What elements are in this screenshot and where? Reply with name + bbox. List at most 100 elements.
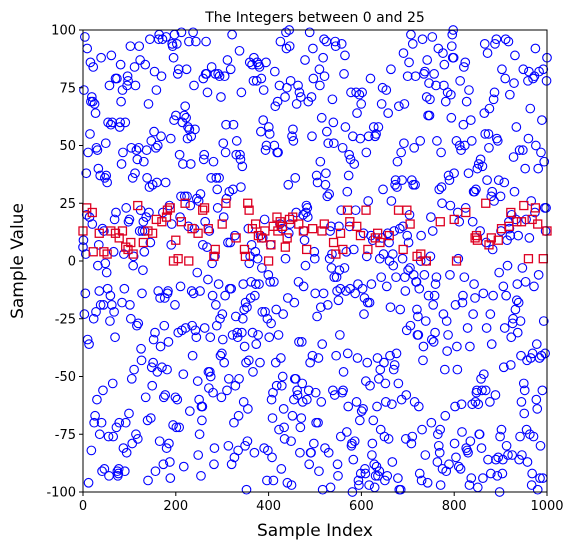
sample-point — [427, 226, 438, 236]
sample-point — [436, 147, 446, 158]
sample-point — [124, 214, 135, 225]
sample-point — [247, 327, 258, 338]
integer-marker — [217, 219, 227, 229]
integer-marker — [470, 233, 480, 243]
sample-point — [352, 108, 362, 119]
sample-point — [151, 142, 161, 153]
sample-point — [132, 154, 143, 165]
y-tick-label: 50 — [59, 139, 76, 154]
sample-point — [218, 212, 229, 222]
sample-point — [329, 390, 340, 400]
sample-point — [491, 454, 501, 465]
sample-point — [391, 272, 401, 283]
sample-point — [529, 281, 539, 292]
sample-point — [241, 357, 251, 368]
sample-point — [170, 300, 180, 310]
sample-point — [140, 59, 151, 70]
sample-point — [515, 431, 525, 442]
sample-point — [120, 417, 131, 428]
sample-point — [534, 353, 545, 363]
sample-point — [421, 92, 432, 102]
sample-point — [280, 92, 290, 102]
sample-point — [223, 440, 234, 451]
sample-point — [273, 330, 284, 340]
integer-marker — [176, 217, 187, 227]
sample-point — [439, 59, 450, 70]
x-tick-label: 400 — [256, 499, 281, 514]
sample-point — [277, 371, 288, 382]
sample-point — [233, 410, 244, 421]
sample-point — [413, 311, 423, 322]
sample-point — [399, 138, 409, 149]
sample-point — [498, 362, 509, 373]
sample-point — [354, 415, 365, 426]
sample-point — [236, 87, 247, 98]
integer-marker — [449, 214, 459, 225]
sample-point — [154, 436, 165, 447]
sample-point — [332, 459, 343, 470]
sample-point — [269, 66, 280, 77]
sample-point — [349, 159, 360, 169]
sample-point — [89, 417, 99, 428]
sample-point — [354, 480, 364, 490]
sample-point — [217, 348, 227, 359]
integer-marker — [335, 228, 346, 238]
sample-point — [541, 203, 551, 213]
sample-point — [508, 313, 518, 324]
sample-point — [448, 52, 459, 63]
sample-point — [386, 196, 397, 206]
sample-point — [451, 452, 461, 463]
sample-point — [235, 154, 246, 165]
integer-marker — [231, 233, 241, 243]
sample-point — [287, 131, 297, 142]
sample-point — [538, 316, 549, 326]
sample-point — [480, 129, 491, 139]
sample-point — [489, 87, 500, 98]
sample-point — [188, 288, 199, 299]
sample-point — [523, 75, 533, 86]
sample-point — [441, 316, 452, 326]
sample-point — [108, 431, 119, 442]
y-tick-label: -75 — [55, 428, 76, 443]
sample-point — [164, 438, 174, 449]
integer-marker — [301, 244, 312, 255]
sample-point — [327, 94, 338, 105]
sample-point — [416, 230, 426, 241]
sample-point — [343, 401, 354, 412]
sample-point — [450, 401, 460, 412]
sample-point — [195, 286, 205, 296]
sample-point — [539, 156, 550, 167]
sample-point — [372, 401, 382, 412]
sample-point — [138, 265, 148, 276]
sample-point — [485, 468, 496, 479]
integer-marker — [88, 247, 98, 257]
integer-marker — [393, 205, 404, 215]
sample-point — [369, 482, 380, 493]
sample-point — [92, 394, 102, 405]
sample-point — [199, 149, 210, 160]
integers-0-25-series — [78, 198, 552, 266]
sample-point — [165, 133, 176, 144]
sample-point — [520, 276, 531, 287]
sample-point — [102, 283, 113, 294]
integer-marker — [416, 249, 426, 259]
sample-point — [467, 216, 478, 227]
sample-point — [145, 237, 156, 248]
integer-marker — [298, 226, 309, 236]
sample-point — [340, 122, 351, 132]
sample-point — [466, 136, 477, 146]
sample-point — [405, 320, 416, 331]
sample-point — [200, 216, 210, 227]
sample-point — [482, 48, 493, 58]
sample-point — [511, 122, 522, 132]
y-tick-label: 0 — [68, 255, 76, 270]
sample-point — [158, 392, 169, 403]
sample-point — [360, 464, 370, 474]
sample-point — [201, 36, 211, 47]
integer-marker — [484, 240, 494, 250]
sample-point — [344, 149, 354, 160]
sample-point — [486, 191, 497, 202]
sample-point — [79, 85, 89, 95]
sample-point — [418, 341, 429, 352]
sample-point — [438, 48, 448, 58]
